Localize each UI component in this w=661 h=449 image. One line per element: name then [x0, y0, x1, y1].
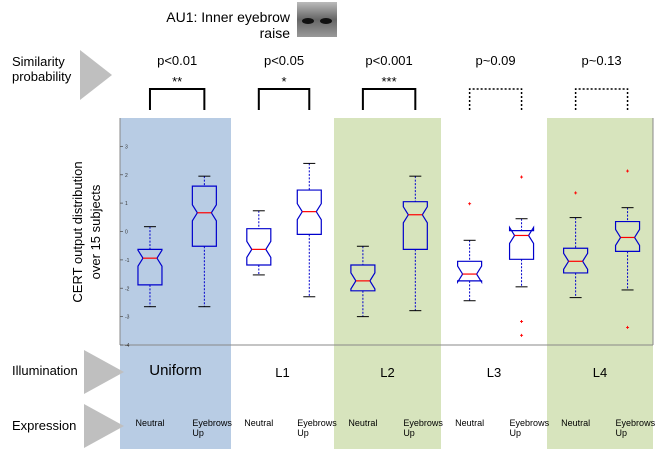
group-label: Uniform	[120, 362, 231, 379]
y-tick-label: -1	[125, 258, 130, 264]
bracket	[576, 89, 628, 110]
y-tick-label: 2	[125, 173, 128, 179]
x-tick-label: Neutral	[120, 418, 180, 428]
x-tick-label: Eyebrows Up	[192, 418, 228, 439]
p-value: p<0.05	[244, 54, 324, 69]
title: AU1: Inner eyebrow raise	[160, 9, 290, 41]
p-value: p<0.001	[349, 54, 429, 69]
significance-stars: **	[147, 75, 207, 90]
bracket	[363, 89, 415, 110]
group-shade	[120, 118, 231, 449]
figure: CERT output distribution over 15 subject…	[0, 0, 661, 449]
p-value: p~0.13	[562, 54, 642, 69]
y-tick-label: 0	[125, 230, 128, 236]
group-shade	[441, 118, 547, 449]
bracket	[259, 89, 309, 110]
group-shade	[547, 118, 653, 449]
x-tick-label: Neutral	[333, 418, 393, 428]
x-tick-label: Neutral	[440, 418, 500, 428]
group-label: L2	[334, 366, 441, 381]
y-tick-label: -2	[125, 286, 130, 292]
x-tick-label: Eyebrows Up	[297, 418, 333, 439]
p-value: p~0.09	[456, 54, 536, 69]
significance-stars: *	[254, 75, 314, 90]
y-axis-label: CERT output distribution	[70, 161, 85, 302]
x-tick-label: Eyebrows Up	[510, 418, 546, 439]
group-label: L3	[441, 366, 547, 381]
group-shade	[231, 118, 334, 449]
row-arrow	[84, 350, 124, 394]
row-label: Similarity probability	[12, 55, 82, 85]
x-tick-label: Eyebrows Up	[616, 418, 652, 439]
y-tick-label: -4	[125, 343, 130, 349]
p-value: p<0.01	[137, 54, 217, 69]
bracket	[150, 89, 204, 110]
y-axis-label: over 15 subjects	[88, 184, 103, 279]
row-arrow	[84, 404, 124, 448]
x-tick-label: Eyebrows Up	[403, 418, 439, 439]
significance-stars: ***	[359, 75, 419, 90]
face-eye	[302, 18, 314, 24]
y-tick-label: -3	[125, 315, 130, 321]
face-eye	[320, 18, 332, 24]
group-label: L1	[231, 366, 334, 381]
row-label: Expression	[12, 419, 76, 434]
y-tick-label: 3	[125, 144, 128, 150]
row-label: Illumination	[12, 364, 78, 379]
y-tick-label: 1	[125, 201, 128, 207]
row-arrow	[80, 50, 112, 100]
x-tick-label: Neutral	[546, 418, 606, 428]
bracket	[470, 89, 522, 110]
group-shade	[334, 118, 441, 449]
group-label: L4	[547, 366, 653, 381]
x-tick-label: Neutral	[229, 418, 289, 428]
